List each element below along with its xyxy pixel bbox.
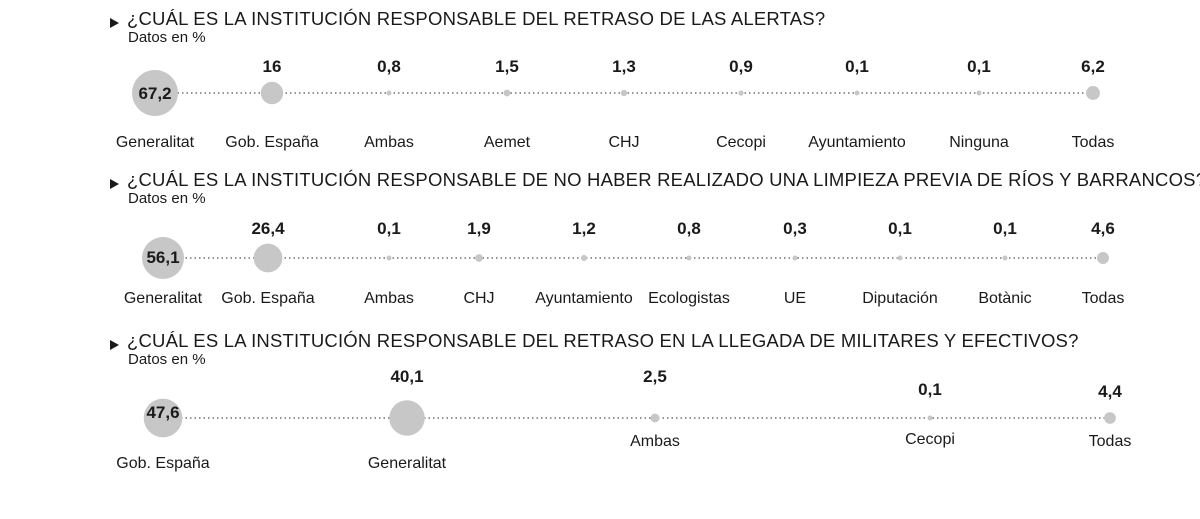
value-label-3: 1,9 [467, 219, 491, 238]
category-label-4: Ayuntamiento [535, 290, 633, 307]
category-label-0: Gob. España [116, 455, 210, 472]
bubble-6 [854, 90, 860, 96]
bubble-7 [976, 90, 982, 96]
value-label-6: 0,3 [783, 219, 807, 238]
value-label-4: 1,2 [572, 219, 596, 238]
category-label-1: Gob. España [221, 290, 315, 307]
bubble-2 [386, 255, 392, 261]
bubble-chart-limpieza: 56,1 Generalitat 26,4 Gob. España 0,1 Ambas 1,… [124, 219, 1125, 307]
category-label-5: Ecologistas [648, 290, 730, 307]
bubble-7 [897, 255, 903, 261]
units-subtitle: Datos en % [128, 29, 206, 46]
bubble-9 [1096, 251, 1110, 265]
value-label-2: 0,1 [377, 219, 401, 238]
value-label-1: 26,4 [251, 219, 285, 238]
value-label-0: 67,2 [138, 84, 171, 103]
category-label-0: Generalitat [124, 290, 203, 307]
category-label-4: Todas [1089, 433, 1132, 450]
category-label-7: Diputación [862, 290, 938, 307]
category-label-3: Cecopi [905, 431, 955, 448]
bubble-3 [927, 415, 933, 421]
bubble-4 [1104, 412, 1116, 424]
bubble-0 [143, 398, 183, 438]
question-title: ¿CUÁL ES LA INSTITUCIÓN RESPONSABLE DEL … [127, 8, 826, 29]
category-label-2: Ambas [364, 134, 414, 151]
category-label-4: CHJ [608, 134, 639, 151]
bubble-1 [260, 81, 284, 105]
value-label-5: 0,9 [729, 57, 753, 76]
bubble-8 [1086, 86, 1100, 100]
bubble-2 [650, 413, 660, 423]
triangle-bullet-icon [110, 179, 119, 189]
category-label-1: Generalitat [368, 455, 447, 472]
category-label-3: Aemet [484, 134, 531, 151]
bubble-2 [386, 90, 392, 96]
category-label-8: Todas [1072, 134, 1115, 151]
question-title: ¿CUÁL ES LA INSTITUCIÓN RESPONSABLE DE N… [127, 169, 1200, 190]
question-title: ¿CUÁL ES LA INSTITUCIÓN RESPONSABLE DEL … [127, 330, 1079, 351]
value-label-1: 40,1 [390, 367, 423, 386]
category-label-1: Gob. España [225, 134, 319, 151]
value-label-2: 2,5 [643, 367, 667, 386]
bubble-4 [620, 89, 628, 97]
bubble-5 [686, 255, 692, 261]
bubble-1 [253, 243, 283, 273]
value-label-9: 4,6 [1091, 219, 1115, 238]
bubble-3 [475, 254, 483, 262]
value-label-7: 0,1 [888, 219, 912, 238]
bubble-5 [738, 90, 744, 96]
category-label-2: Ambas [364, 290, 414, 307]
units-subtitle: Datos en % [128, 351, 206, 368]
bubble-8 [1002, 255, 1008, 261]
category-label-2: Ambas [630, 433, 680, 450]
category-label-7: Ninguna [949, 134, 1009, 151]
units-subtitle: Datos en % [128, 190, 206, 207]
bubble-1 [389, 400, 425, 436]
value-label-4: 1,3 [612, 57, 636, 76]
bubble-0 [142, 237, 184, 279]
category-label-6: Ayuntamiento [808, 134, 906, 151]
value-label-1: 16 [263, 57, 282, 76]
category-label-0: Generalitat [116, 134, 195, 151]
value-label-0: 56,1 [146, 248, 179, 267]
bubble-4 [580, 254, 588, 262]
bubble-3 [503, 89, 511, 97]
value-label-2: 0,8 [377, 57, 401, 76]
value-label-6: 0,1 [845, 57, 869, 76]
value-label-4: 4,4 [1098, 382, 1122, 401]
bubble-6 [792, 255, 798, 261]
category-label-5: Cecopi [716, 134, 766, 151]
value-label-0: 47,6 [146, 403, 179, 422]
value-label-3: 1,5 [495, 57, 519, 76]
bubble-0 [132, 70, 178, 116]
category-label-6: UE [784, 290, 806, 307]
value-label-7: 0,1 [967, 57, 991, 76]
category-label-8: Botànic [978, 290, 1031, 307]
category-label-3: CHJ [463, 290, 494, 307]
value-label-8: 6,2 [1081, 57, 1105, 76]
triangle-bullet-icon [110, 18, 119, 28]
value-label-5: 0,8 [677, 219, 701, 238]
value-label-3: 0,1 [918, 380, 942, 399]
value-label-8: 0,1 [993, 219, 1017, 238]
triangle-bullet-icon [110, 340, 119, 350]
category-label-9: Todas [1082, 290, 1125, 307]
bubble-chart-alertas: 67,2 Generalitat 16 Gob. España 0,8 Ambas 1,5 A… [116, 57, 1115, 151]
